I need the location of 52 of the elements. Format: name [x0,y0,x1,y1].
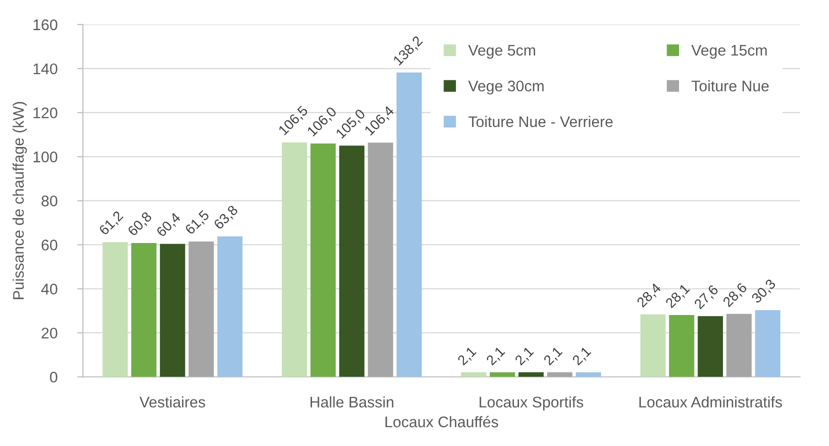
data-label: 2,1 [456,346,478,367]
data-label: 60,4 [156,212,182,238]
legend-label: Vege 15cm [691,45,767,59]
bar [282,142,308,377]
bar [160,244,186,377]
data-label: 60,8 [127,211,154,238]
bar [726,314,752,377]
bar [755,310,780,377]
bar [131,242,156,377]
legend-label: Toiture Nue [692,80,769,92]
bar [640,314,666,377]
legend-label: Toiture Nue - Verriere [468,116,613,128]
legend-label: Vege 5cm [468,45,536,59]
x-tick-label: Halle Bassin [310,396,394,408]
data-label: 61,2 [98,210,125,237]
y-tick-label: 160 [34,19,58,30]
bar [669,314,694,377]
bar [102,242,128,377]
bar [518,372,544,377]
bar [490,372,516,377]
x-tick-label: Locaux Sportifs [480,396,584,411]
x-axis-title: Locaux Chauffés [386,416,498,428]
y-tick-label: 140 [34,63,58,74]
y-axis-title: Puissance de chauffage (kW) [12,102,27,300]
bar [368,142,394,377]
bar [396,72,422,377]
data-label: 30,3 [750,278,778,305]
legend-label: Vege 30cm [468,80,544,94]
bar [576,372,602,377]
bar [547,372,572,377]
data-label: 2,1 [543,346,564,367]
bar [217,236,243,377]
data-label: 2,1 [572,346,593,367]
y-tick-label: 0 [50,372,58,383]
x-tick-label: Vestiaires [139,396,206,408]
y-tick-label: 120 [34,107,58,118]
data-label: 2,1 [486,346,506,367]
bar [339,146,364,377]
y-tick-label: 40 [41,284,58,294]
y-tick-label: 100 [34,152,58,162]
data-label: 61,5 [184,210,211,236]
bar [188,241,214,377]
bar [310,143,336,377]
y-tick-label: 80 [42,196,58,206]
bar [698,316,723,377]
data-label: 28,1 [664,283,692,310]
data-label: 2,1 [514,346,536,367]
bar [461,372,486,377]
x-tick-label: Locaux Administratifs [639,396,782,408]
y-tick-label: 60 [42,240,58,250]
data-label: 63,8 [213,204,240,231]
y-tick-label: 20 [42,328,58,339]
